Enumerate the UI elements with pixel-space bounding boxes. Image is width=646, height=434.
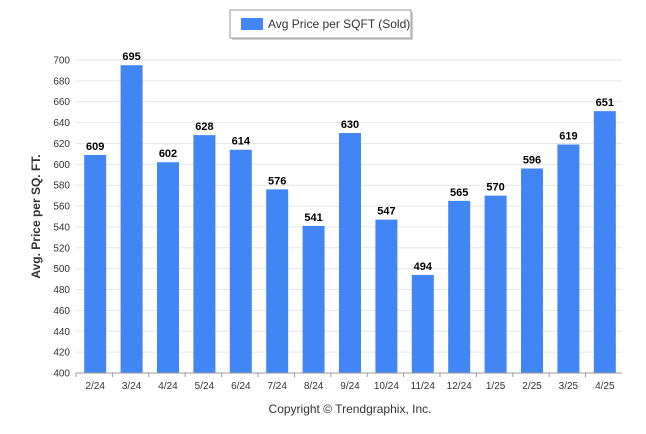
bar [229, 149, 252, 373]
data-label: 628 [195, 121, 213, 133]
x-axis-ticks: 2/24 3/24 4/24 5/24 6/24 7/24 8/24 9/24 10/24 11/… [75, 373, 615, 392]
y-tick-label: 460 [53, 306, 70, 317]
x-tick-label: 10/24 [374, 381, 399, 392]
x-tick-label: 3/25 [559, 381, 579, 392]
y-tick-label: 500 [53, 264, 70, 275]
y-tick-label: 640 [53, 118, 70, 129]
data-label: 614 [232, 136, 251, 148]
y-tick-label: 440 [53, 327, 70, 338]
copyright-text: Copyright © Trendgraphix, Inc. [269, 402, 432, 416]
bar [84, 154, 107, 373]
data-label: 596 [523, 155, 541, 167]
y-tick-label: 660 [53, 97, 70, 108]
bars [84, 65, 616, 373]
legend-label: Avg Price per SQFT (Sold) [268, 17, 410, 31]
bar [411, 274, 434, 373]
x-tick-label: 8/24 [304, 381, 324, 392]
y-tick-label: 600 [53, 160, 70, 171]
bar [157, 162, 179, 373]
y-tick-label: 420 [53, 348, 70, 359]
data-labels: 609 695 602 628 614 576 541 630 547 494 565 570 596 6… [86, 51, 614, 273]
data-label: 609 [86, 141, 104, 153]
bar [266, 189, 289, 373]
bar [302, 225, 325, 373]
x-tick-label: 12/24 [447, 381, 472, 392]
data-label: 547 [377, 206, 395, 218]
bar [375, 219, 398, 373]
bar [448, 200, 471, 373]
bar [120, 65, 143, 373]
data-label: 494 [414, 261, 433, 273]
y-axis-ticks: 400 420 440 460 480 500 520 540 560 580 600 620 640 6… [53, 56, 70, 380]
x-tick-label: 2/24 [85, 381, 105, 392]
data-label: 602 [159, 148, 177, 160]
data-label: 570 [486, 182, 504, 194]
y-tick-label: 700 [53, 56, 70, 67]
bar [339, 133, 361, 373]
data-label: 541 [304, 212, 322, 224]
legend-swatch [241, 18, 263, 30]
data-label: 630 [341, 119, 359, 131]
y-tick-label: 520 [53, 243, 70, 254]
legend: Avg Price per SQFT (Sold) [229, 9, 413, 40]
y-tick-label: 580 [53, 181, 70, 192]
x-tick-label: 3/24 [122, 381, 142, 392]
bar [593, 111, 616, 373]
y-tick-label: 540 [53, 222, 70, 233]
y-axis-label: Avg. Price per SQ. FT. [29, 154, 43, 278]
y-tick-label: 560 [53, 202, 70, 213]
bar [193, 135, 216, 373]
x-tick-label: 5/24 [195, 381, 215, 392]
data-label: 695 [122, 51, 140, 63]
y-tick-label: 480 [53, 285, 70, 296]
bar [484, 195, 507, 373]
data-label: 619 [559, 131, 577, 143]
y-tick-label: 620 [53, 139, 70, 150]
bar [557, 144, 580, 373]
data-label: 565 [450, 187, 468, 199]
x-tick-label: 4/25 [595, 381, 615, 392]
x-tick-label: 7/24 [267, 381, 287, 392]
x-tick-label: 4/24 [158, 381, 178, 392]
x-tick-label: 1/25 [486, 381, 506, 392]
data-label: 576 [268, 175, 286, 187]
x-tick-label: 6/24 [231, 381, 251, 392]
x-tick-label: 11/24 [411, 381, 436, 392]
y-tick-label: 680 [53, 76, 70, 87]
bar [521, 168, 543, 373]
x-tick-label: 2/25 [522, 381, 542, 392]
x-tick-label: 9/24 [340, 381, 360, 392]
y-tick-label: 400 [53, 369, 70, 380]
data-label: 651 [596, 97, 614, 109]
